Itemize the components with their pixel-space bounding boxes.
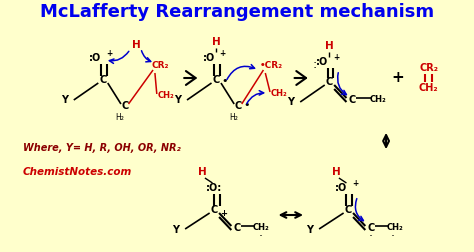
Text: +: + xyxy=(220,49,226,58)
Text: •: • xyxy=(243,100,250,110)
Text: ·: · xyxy=(259,231,263,243)
Text: CH₂: CH₂ xyxy=(369,96,386,105)
Text: CH₂: CH₂ xyxy=(386,224,403,233)
Text: CH₂: CH₂ xyxy=(252,224,269,233)
Text: :O: :O xyxy=(202,53,215,63)
Text: •CR₂: •CR₂ xyxy=(259,60,283,70)
Text: C: C xyxy=(348,95,356,105)
Text: +: + xyxy=(352,179,358,188)
Text: C: C xyxy=(326,77,333,87)
Text: +: + xyxy=(333,53,339,62)
Text: C: C xyxy=(367,223,374,233)
Text: C: C xyxy=(100,75,107,85)
Text: ·: · xyxy=(369,231,373,243)
Text: :O: :O xyxy=(89,53,101,63)
Text: Y: Y xyxy=(172,225,179,235)
Text: C: C xyxy=(345,205,352,215)
Text: H₂: H₂ xyxy=(229,112,237,121)
Text: +: + xyxy=(391,71,404,85)
Text: H: H xyxy=(212,37,220,47)
Text: :O: :O xyxy=(316,57,328,67)
Text: :O: :O xyxy=(335,183,347,193)
Text: CH₂: CH₂ xyxy=(158,90,174,100)
Text: C: C xyxy=(234,101,242,111)
Text: Y: Y xyxy=(287,97,294,107)
Text: :: : xyxy=(312,57,317,71)
Text: :O:: :O: xyxy=(206,183,222,193)
Text: C: C xyxy=(233,223,241,233)
Text: +: + xyxy=(220,208,228,217)
Text: CR₂: CR₂ xyxy=(419,63,438,73)
Text: H: H xyxy=(198,167,207,177)
Text: ChemistNotes.com: ChemistNotes.com xyxy=(23,167,132,177)
Text: H₂: H₂ xyxy=(116,112,125,121)
Text: Y: Y xyxy=(306,225,313,235)
Text: +: + xyxy=(107,49,113,58)
Text: Y: Y xyxy=(174,95,181,105)
Text: H: H xyxy=(332,167,340,177)
Text: ·: · xyxy=(391,231,395,243)
Text: Y: Y xyxy=(61,95,68,105)
Text: H: H xyxy=(132,40,140,50)
Text: C: C xyxy=(211,205,218,215)
Text: CH₂: CH₂ xyxy=(419,83,438,93)
Text: •: • xyxy=(221,76,228,86)
Text: CR₂: CR₂ xyxy=(152,60,169,70)
Text: C: C xyxy=(213,75,220,85)
Text: C: C xyxy=(121,101,128,111)
Text: McLafferty Rearrangement mechanism: McLafferty Rearrangement mechanism xyxy=(40,3,434,21)
Text: H: H xyxy=(325,41,334,51)
Text: CH₂: CH₂ xyxy=(271,88,288,98)
Text: Where, Y= H, R, OH, OR, NR₂: Where, Y= H, R, OH, OR, NR₂ xyxy=(23,143,181,153)
